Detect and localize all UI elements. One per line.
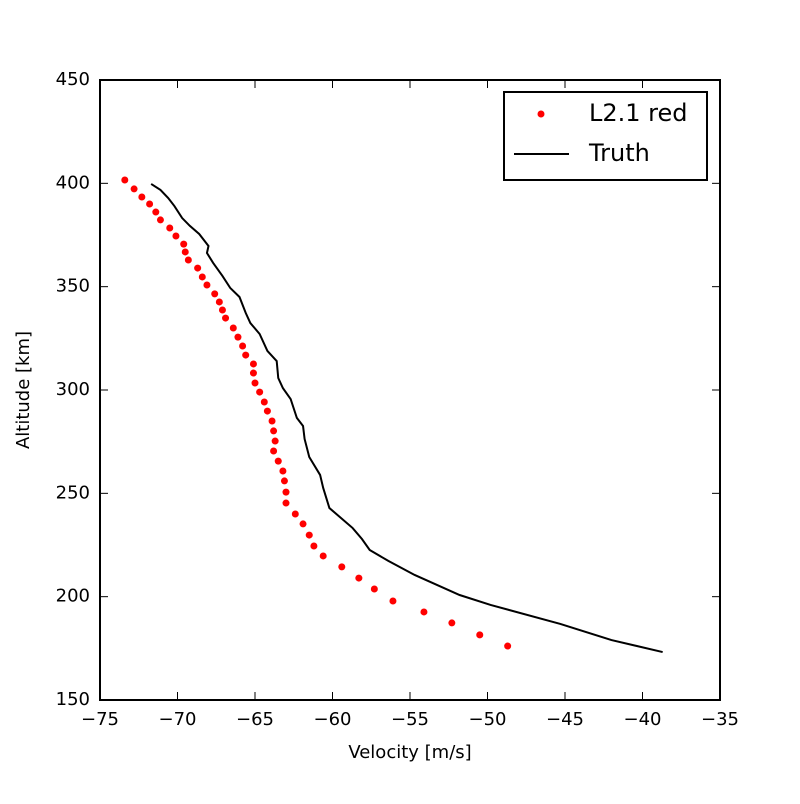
x-tick-label: −65 <box>236 709 274 730</box>
data-point <box>152 208 160 216</box>
data-point <box>234 333 242 341</box>
x-tick-label: −35 <box>701 709 739 730</box>
data-point <box>184 256 192 264</box>
y-tick-label: 200 <box>56 586 90 607</box>
x-tick-label: −70 <box>159 709 197 730</box>
data-point <box>251 379 259 387</box>
data-point <box>180 240 188 248</box>
legend-box <box>503 91 708 181</box>
y-tick-label: 150 <box>56 689 90 710</box>
legend-label: Truth <box>588 139 650 167</box>
data-point <box>299 520 307 528</box>
data-point <box>121 176 129 184</box>
data-point <box>166 224 174 232</box>
x-axis-label: Velocity [m/s] <box>348 742 471 763</box>
data-point <box>476 631 484 639</box>
x-tick-label: −75 <box>81 709 119 730</box>
y-tick-label: 450 <box>56 69 90 90</box>
data-point <box>389 597 397 605</box>
data-point <box>256 388 264 396</box>
data-point <box>338 563 346 571</box>
data-point <box>270 447 278 455</box>
y-tick-label: 250 <box>56 482 90 503</box>
data-point <box>448 619 456 627</box>
y-tick-label: 400 <box>56 172 90 193</box>
data-point <box>249 360 257 368</box>
data-point <box>268 417 276 425</box>
data-point <box>270 427 278 435</box>
legend-marker <box>537 110 545 118</box>
data-point <box>198 273 206 281</box>
data-point <box>274 457 282 465</box>
x-tick-label: −60 <box>314 709 352 730</box>
data-point <box>355 574 363 582</box>
data-point <box>194 264 202 272</box>
data-point <box>279 467 287 475</box>
data-point <box>370 585 378 593</box>
data-point <box>260 398 268 406</box>
data-point <box>271 437 279 445</box>
data-point <box>130 185 138 193</box>
x-tick-label: −55 <box>391 709 429 730</box>
data-point <box>146 200 154 208</box>
y-tick-label: 350 <box>56 276 90 297</box>
data-point <box>282 488 290 496</box>
x-tick-label: −50 <box>469 709 507 730</box>
data-point <box>229 324 237 332</box>
legend-label: L2.1 red <box>589 99 688 127</box>
data-point <box>420 608 428 616</box>
data-point <box>263 407 271 415</box>
data-point <box>138 193 146 201</box>
data-point <box>215 298 223 306</box>
data-point <box>282 499 290 507</box>
data-line <box>150 183 663 654</box>
data-point <box>156 216 164 224</box>
data-point <box>211 290 219 298</box>
plot-frame <box>99 79 721 701</box>
data-point <box>172 232 180 240</box>
data-point <box>319 552 327 560</box>
data-point <box>305 531 313 539</box>
data-point <box>504 642 512 650</box>
y-tick-label: 300 <box>56 379 90 400</box>
data-point <box>249 369 257 377</box>
y-axis-label: Altitude [km] <box>13 331 34 449</box>
data-point <box>242 351 250 359</box>
x-tick-label: −45 <box>546 709 584 730</box>
data-point <box>222 314 230 322</box>
data-point <box>239 342 247 350</box>
data-point <box>310 542 318 550</box>
data-point <box>291 510 299 518</box>
data-point <box>218 306 226 314</box>
data-point <box>203 281 211 289</box>
x-tick-label: −40 <box>624 709 662 730</box>
data-point <box>280 477 288 485</box>
data-point <box>181 248 189 256</box>
